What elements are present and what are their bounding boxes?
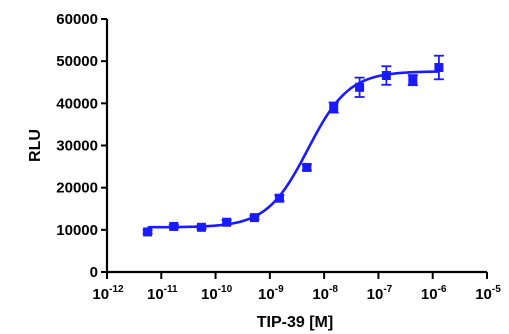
data-point (143, 227, 153, 237)
y-tick-label: 50000 (56, 53, 98, 70)
data-point (169, 221, 179, 231)
data-points (143, 62, 444, 237)
x-tick-label: 10-8 (312, 284, 338, 303)
x-tick-label: 10-7 (367, 284, 393, 303)
data-point (196, 222, 206, 232)
x-tick-label: 10-11 (147, 284, 178, 303)
x-tick-label: 10-6 (421, 284, 447, 303)
y-tick-label: 20000 (56, 180, 98, 197)
data-point (355, 82, 365, 92)
x-tick-label: 10-12 (92, 284, 124, 303)
data-point (302, 162, 312, 172)
x-tick-label: 10-10 (201, 284, 233, 303)
data-point (329, 103, 339, 113)
y-tick-label: 0 (90, 264, 98, 281)
x-tick-label: 10-5 (475, 284, 501, 303)
fit-curve-layer (147, 70, 439, 229)
data-point (381, 71, 391, 81)
y-tick-label: 60000 (56, 11, 98, 28)
x-tick-label: 10-9 (258, 284, 284, 303)
y-tick-label: 10000 (56, 222, 98, 239)
data-point (274, 193, 284, 203)
y-axis: 0 10000 20000 30000 40000 50000 60000 (56, 11, 109, 281)
y-tick-label: 30000 (56, 138, 98, 155)
y-tick-label: 40000 (56, 95, 98, 112)
x-axis-label: TIP-39 [M] (257, 314, 333, 331)
error-bars (142, 54, 444, 235)
y-axis-label: RLU (27, 129, 44, 162)
data-point (408, 75, 418, 85)
data-point (434, 62, 444, 72)
data-point (249, 213, 259, 223)
data-point (222, 217, 232, 227)
x-axis: 10-12 10-11 10-10 10-9 10-8 10-7 10-6 10-5 (92, 270, 501, 303)
fit-curve (147, 70, 439, 229)
